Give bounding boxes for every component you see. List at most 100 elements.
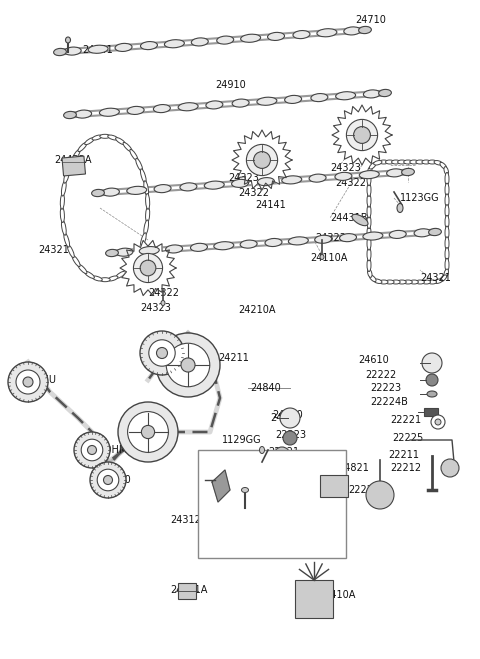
Text: 24211: 24211	[218, 353, 249, 363]
Circle shape	[278, 466, 322, 510]
Text: 24322: 24322	[148, 288, 179, 298]
Ellipse shape	[317, 29, 337, 37]
Ellipse shape	[282, 176, 302, 184]
Text: 22221: 22221	[268, 447, 299, 457]
Ellipse shape	[445, 205, 449, 218]
Ellipse shape	[380, 280, 388, 284]
Circle shape	[140, 331, 184, 375]
Bar	[258, 483, 278, 491]
Ellipse shape	[115, 43, 132, 51]
Circle shape	[149, 340, 175, 366]
Ellipse shape	[410, 160, 419, 164]
Ellipse shape	[127, 106, 144, 115]
Circle shape	[118, 402, 178, 462]
Text: 24710: 24710	[355, 15, 386, 25]
Ellipse shape	[267, 32, 285, 40]
Ellipse shape	[367, 237, 371, 250]
Ellipse shape	[67, 244, 74, 258]
Ellipse shape	[217, 36, 234, 44]
Circle shape	[74, 432, 110, 468]
Ellipse shape	[379, 90, 391, 97]
Ellipse shape	[136, 244, 143, 258]
Text: 24431B: 24431B	[330, 213, 368, 223]
Text: 22221: 22221	[390, 415, 421, 425]
Text: 24323: 24323	[330, 163, 361, 173]
Ellipse shape	[311, 94, 328, 101]
Ellipse shape	[367, 183, 371, 196]
Ellipse shape	[404, 160, 412, 164]
Ellipse shape	[373, 161, 382, 165]
Circle shape	[431, 415, 445, 429]
Ellipse shape	[429, 229, 442, 236]
Ellipse shape	[204, 181, 224, 189]
Ellipse shape	[315, 235, 332, 243]
Ellipse shape	[445, 248, 449, 261]
Circle shape	[354, 127, 371, 144]
Bar	[424, 408, 438, 416]
Text: 24431A: 24431A	[170, 585, 207, 595]
Ellipse shape	[367, 248, 371, 261]
Ellipse shape	[257, 177, 275, 186]
Ellipse shape	[116, 138, 125, 145]
Text: 24610: 24610	[358, 355, 389, 365]
Ellipse shape	[102, 188, 120, 196]
Ellipse shape	[428, 160, 436, 164]
Ellipse shape	[422, 160, 431, 164]
Bar	[320, 475, 348, 497]
Ellipse shape	[92, 189, 104, 196]
Text: 1140HM: 1140HM	[88, 445, 128, 455]
Ellipse shape	[414, 229, 431, 237]
Text: 24210A: 24210A	[238, 305, 276, 315]
Ellipse shape	[260, 447, 264, 453]
Circle shape	[16, 370, 40, 394]
Ellipse shape	[141, 233, 146, 247]
Ellipse shape	[214, 242, 234, 250]
Polygon shape	[232, 130, 292, 190]
Ellipse shape	[359, 171, 379, 179]
Ellipse shape	[232, 99, 249, 107]
Ellipse shape	[368, 167, 372, 175]
Ellipse shape	[141, 169, 146, 183]
Ellipse shape	[84, 138, 95, 145]
Ellipse shape	[72, 255, 80, 267]
Ellipse shape	[370, 162, 376, 169]
Ellipse shape	[434, 279, 443, 283]
Ellipse shape	[60, 207, 64, 223]
Ellipse shape	[84, 272, 95, 278]
Ellipse shape	[192, 38, 208, 46]
Text: 22223: 22223	[275, 430, 306, 440]
Ellipse shape	[99, 108, 120, 116]
Ellipse shape	[240, 34, 261, 42]
Ellipse shape	[141, 42, 157, 49]
Text: 1129GG: 1129GG	[222, 435, 262, 445]
Ellipse shape	[445, 173, 449, 186]
Text: 22225: 22225	[348, 485, 379, 495]
Text: 24610: 24610	[272, 410, 303, 420]
Circle shape	[347, 119, 378, 151]
Circle shape	[441, 459, 459, 477]
Text: 24322: 24322	[335, 178, 366, 188]
Ellipse shape	[127, 186, 147, 194]
Ellipse shape	[389, 231, 406, 239]
Text: 24840: 24840	[250, 383, 281, 393]
Text: 22223: 22223	[370, 383, 401, 393]
Ellipse shape	[108, 135, 118, 140]
Ellipse shape	[61, 220, 66, 235]
Ellipse shape	[352, 214, 368, 225]
Ellipse shape	[100, 277, 110, 281]
FancyBboxPatch shape	[198, 450, 346, 558]
Ellipse shape	[293, 30, 310, 39]
Ellipse shape	[367, 194, 371, 207]
Ellipse shape	[78, 264, 87, 273]
Ellipse shape	[416, 280, 424, 284]
Ellipse shape	[108, 276, 118, 281]
Circle shape	[283, 431, 297, 445]
Ellipse shape	[145, 207, 150, 223]
Text: 24831: 24831	[248, 485, 279, 495]
Circle shape	[246, 144, 277, 175]
Ellipse shape	[416, 160, 424, 164]
Ellipse shape	[397, 280, 406, 284]
Text: 1140HU: 1140HU	[165, 343, 204, 353]
Text: 24450: 24450	[270, 413, 301, 423]
Ellipse shape	[75, 110, 92, 118]
